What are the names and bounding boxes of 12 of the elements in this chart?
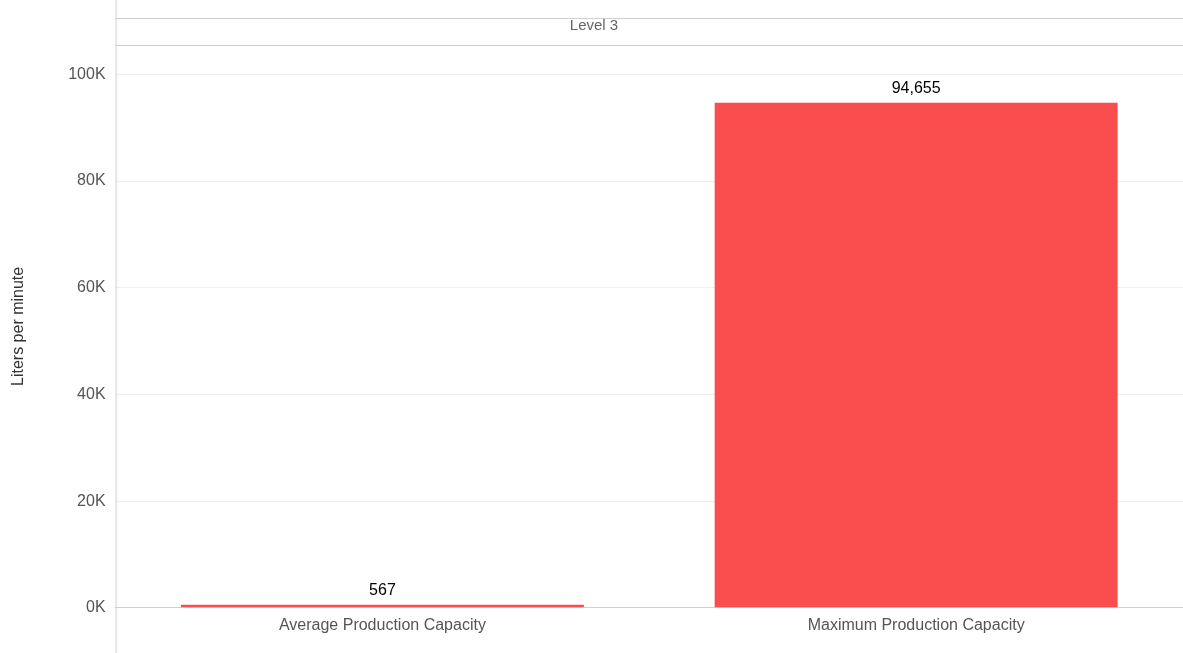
- y-axis-title: Liters per minute: [9, 266, 27, 386]
- y-tick-label: 0K: [85, 598, 106, 616]
- data-label: 567: [369, 581, 396, 599]
- y-tick-label: 60K: [77, 278, 106, 296]
- x-tick-label: Average Production Capacity: [278, 615, 486, 633]
- data-label: 94,655: [891, 79, 941, 97]
- y-tick-label: 40K: [77, 384, 106, 402]
- y-tick-label: 80K: [77, 171, 106, 189]
- chart-title: Level 3: [569, 16, 619, 34]
- x-tick-label: Maximum Production Capacity: [807, 615, 1025, 633]
- y-tick-label: 20K: [77, 491, 106, 509]
- y-tick-label: 100K: [68, 64, 106, 82]
